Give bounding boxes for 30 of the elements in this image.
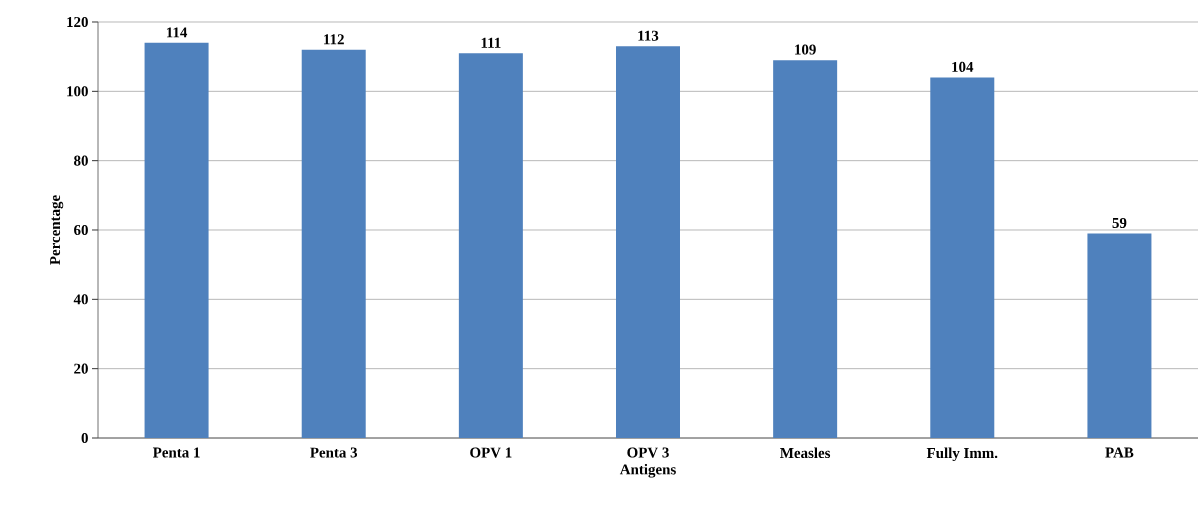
y-tick-label: 0 bbox=[81, 432, 88, 444]
y-tick-label: 100 bbox=[67, 86, 88, 97]
y-tick-label: 60 bbox=[74, 224, 88, 236]
data-label: 112 bbox=[324, 34, 344, 45]
data-label: 113 bbox=[638, 30, 659, 41]
bar bbox=[301, 49, 366, 438]
data-label: 104 bbox=[952, 61, 974, 72]
bar bbox=[458, 53, 523, 438]
bar bbox=[930, 77, 995, 438]
x-tick-label: Penta 1 bbox=[152, 447, 200, 458]
x-tick-label: Penta 3 bbox=[310, 447, 358, 458]
x-tick-label: PAB bbox=[1105, 447, 1134, 458]
bar bbox=[616, 46, 680, 438]
y-tick-label: 80 bbox=[74, 155, 88, 166]
bar bbox=[1087, 233, 1152, 438]
y-axis-title: Percentage bbox=[50, 195, 64, 265]
data-label: 114 bbox=[166, 27, 188, 38]
y-tick-label: 40 bbox=[73, 294, 88, 305]
data-label: 111 bbox=[481, 37, 501, 48]
x-axis-title: Antigens bbox=[619, 463, 676, 478]
x-tick-label: OPV 3 bbox=[627, 447, 669, 458]
x-tick-label: OPV 1 bbox=[470, 447, 512, 458]
x-tick-label: Measles bbox=[780, 447, 831, 459]
y-tick-label: 20 bbox=[74, 363, 88, 374]
data-label: 109 bbox=[795, 44, 816, 55]
data-label: 59 bbox=[1112, 217, 1127, 228]
y-tick-label: 120 bbox=[67, 16, 88, 28]
bar bbox=[144, 42, 209, 438]
x-tick-label: Fully Imm. bbox=[926, 447, 998, 462]
bar bbox=[773, 60, 838, 438]
